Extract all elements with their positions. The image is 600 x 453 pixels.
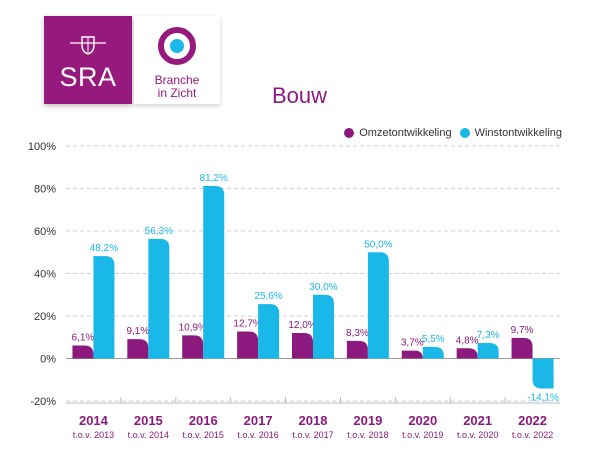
data-label: 12,7% [233,319,261,330]
y-tick-label: 60% [34,226,56,238]
legend-item-omzet: Omzetontwikkeling [344,127,452,139]
bar-omzet [511,337,533,359]
x-subcategory-label: t.o.v. 2018 [347,430,388,440]
x-category-label: 2021 [463,413,492,428]
x-subcategory-label: t.o.v. 2017 [292,430,333,440]
data-label: 81,2% [200,173,228,184]
x-category-label: 2015 [134,413,163,428]
data-label: 9,1% [126,326,149,337]
legend-label-winst: Winstontwikkeling [474,127,562,139]
legend-item-winst: Winstontwikkeling [459,127,562,139]
y-tick-label: -20% [30,396,56,408]
x-category-label: 2022 [518,413,547,428]
data-label: 12,0% [288,320,316,331]
bar-winst [477,342,499,359]
branche-line: Branche [154,73,200,87]
bar-omzet [72,345,94,359]
x-subcategory-label: t.o.v. 2014 [128,430,169,440]
x-category-label: 2019 [353,413,382,428]
data-label: 48,2% [90,243,118,254]
bar-winst [422,346,444,359]
branche-in-zicht-text: Branche in Zicht [134,74,220,100]
chart-legend: Omzetontwikkeling Winstontwikkeling [344,127,562,139]
bar-omzet [182,335,204,359]
data-label: 5,5% [422,334,445,345]
bar-winst [532,358,554,389]
x-subcategory-label: t.o.v. 2015 [183,430,224,440]
data-label: 56,3% [145,226,173,237]
x-category-label: 2017 [244,413,273,428]
bar-omzet [292,333,313,359]
data-label: 7,3% [477,330,500,341]
crest-icon [70,36,106,55]
bar-winst [148,238,170,359]
data-label: -14,1% [527,392,559,403]
bar-winst [258,304,280,359]
y-tick-label: 40% [34,269,56,281]
data-label: 30,0% [309,282,337,293]
x-subcategory-label: t.o.v. 2020 [457,430,498,440]
x-category-label: 2020 [408,413,437,428]
branche-in-zicht-logo: Branche in Zicht [134,16,220,104]
sra-logo-text: SRA [59,62,117,92]
y-tick-label: 80% [34,184,56,196]
bar-omzet [456,348,478,359]
data-label: 10,9% [179,322,207,333]
x-category-label: 2014 [79,413,109,428]
data-label: 6,1% [72,333,95,344]
data-label: 9,7% [511,325,534,336]
x-subcategory-label: t.o.v. 2022 [512,430,553,440]
x-subcategory-label: t.o.v. 2019 [402,430,443,440]
data-label: 8,3% [346,328,369,339]
sra-logo: SRA [44,16,132,104]
bar-winst [203,185,225,359]
data-label: 50,0% [364,239,392,250]
x-category-label: 2018 [299,413,328,428]
bar-winst [313,294,334,359]
data-label: 25,6% [254,291,282,302]
chart-title: Bouw [272,83,328,108]
bar-omzet [401,350,423,359]
data-label: 4,8% [456,335,479,346]
x-subcategory-label: t.o.v. 2013 [73,430,114,440]
y-tick-label: 20% [34,311,56,323]
bar-omzet [127,339,149,359]
in-zicht-line: in Zicht [157,86,197,100]
x-subcategory-label: t.o.v. 2016 [237,430,278,440]
x-category-label: 2016 [189,413,218,428]
bar-winst [367,252,389,359]
bar-omzet [237,331,259,359]
bar-winst [93,256,115,359]
data-label: 3,7% [401,338,424,349]
bar-omzet [346,340,368,359]
y-tick-label: 100% [28,141,56,153]
legend-swatch-winst [459,128,470,138]
legend-label-omzet: Omzetontwikkeling [359,127,452,139]
y-tick-label: 0% [40,354,56,366]
target-icon [158,27,196,65]
legend-swatch-omzet [344,128,355,138]
